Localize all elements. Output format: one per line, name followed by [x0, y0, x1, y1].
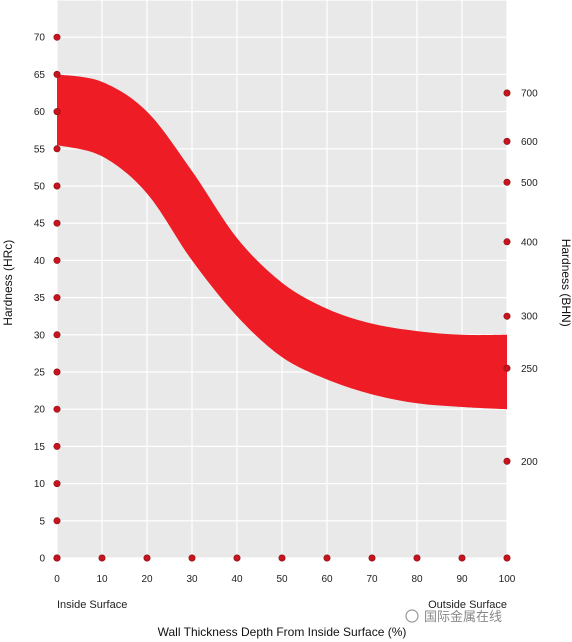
left-axis-marker	[53, 368, 61, 376]
right-axis-marker	[503, 364, 511, 372]
bottom-axis-marker	[143, 554, 151, 562]
right-tick-label: 250	[521, 364, 538, 375]
x-tick-label: 30	[186, 574, 198, 585]
left-axis-marker	[53, 108, 61, 116]
right-axis-marker	[503, 238, 511, 246]
watermark: 国际金属在线	[405, 609, 502, 625]
x-tick-label: 60	[321, 574, 333, 585]
watermark-text: 国际金属在线	[424, 609, 502, 625]
y-tick-label: 50	[34, 182, 46, 193]
left-axis-marker	[53, 405, 61, 413]
y-tick-label: 35	[34, 293, 46, 304]
hardness-band	[57, 74, 507, 410]
left-axis-marker	[53, 219, 61, 227]
y-tick-label: 60	[34, 107, 46, 118]
bottom-axis-marker	[323, 554, 331, 562]
y-axis-title-left: Hardness (HRc)	[1, 240, 15, 326]
inside-surface-label: Inside Surface	[57, 599, 127, 611]
right-axis-marker	[503, 312, 511, 320]
left-axis-marker	[53, 517, 61, 525]
y-tick-label: 45	[34, 219, 46, 230]
x-tick-label: 50	[276, 574, 288, 585]
right-axis-marker	[503, 89, 511, 97]
left-axis-marker	[53, 442, 61, 450]
right-tick-label: 200	[521, 457, 538, 468]
right-tick-label: 700	[521, 89, 538, 100]
right-tick-label: 400	[521, 237, 538, 248]
x-axis-title: Wall Thickness Depth From Inside Surface…	[158, 625, 407, 639]
right-axis-marker	[503, 178, 511, 186]
y-tick-label: 40	[34, 256, 46, 267]
right-tick-label: 300	[521, 312, 538, 323]
y-tick-label: 55	[34, 144, 46, 155]
left-axis-marker	[53, 182, 61, 190]
y-tick-label: 15	[34, 442, 46, 453]
y-axis-title-right: Hardness (BHN)	[559, 239, 572, 327]
x-tick-label: 100	[499, 574, 516, 585]
x-tick-label: 80	[411, 574, 423, 585]
y-tick-label: 25	[34, 368, 46, 379]
right-axis-marker	[503, 137, 511, 145]
bottom-axis-marker	[188, 554, 196, 562]
grid-lines	[56, 0, 508, 559]
axis-markers	[53, 33, 511, 562]
x-tick-label: 10	[96, 574, 108, 585]
y-tick-label: 0	[39, 554, 45, 565]
bottom-axis-marker	[233, 554, 241, 562]
outside-surface-label: Outside Surface	[428, 599, 507, 611]
x-tick-label: 0	[54, 574, 60, 585]
right-axis-marker	[503, 457, 511, 465]
x-tick-label: 90	[456, 574, 468, 585]
x-tick-label: 20	[141, 574, 153, 585]
x-tick-label: 40	[231, 574, 243, 585]
bottom-axis-marker	[458, 554, 466, 562]
bottom-axis-marker	[368, 554, 376, 562]
right-tick-label: 500	[521, 178, 538, 189]
left-axis-marker	[53, 145, 61, 153]
bottom-axis-marker	[278, 554, 286, 562]
left-axis-marker	[53, 294, 61, 302]
left-axis-marker	[53, 256, 61, 264]
bottom-axis-marker	[413, 554, 421, 562]
bottom-axis-marker	[53, 554, 61, 562]
left-axis-marker	[53, 33, 61, 41]
right-tick-label: 600	[521, 137, 538, 148]
y-tick-label: 65	[34, 70, 46, 81]
left-axis-marker	[53, 480, 61, 488]
y-tick-label: 70	[34, 33, 46, 44]
x-tick-label: 70	[366, 574, 378, 585]
y-tick-label: 10	[34, 479, 46, 490]
wechat-icon	[405, 609, 419, 623]
left-axis-marker	[53, 70, 61, 78]
y-tick-label: 5	[39, 516, 45, 527]
y-tick-label: 20	[34, 405, 46, 416]
left-axis-marker	[53, 331, 61, 339]
bottom-axis-marker	[503, 554, 511, 562]
y-tick-label: 30	[34, 330, 46, 341]
bottom-axis-marker	[98, 554, 106, 562]
